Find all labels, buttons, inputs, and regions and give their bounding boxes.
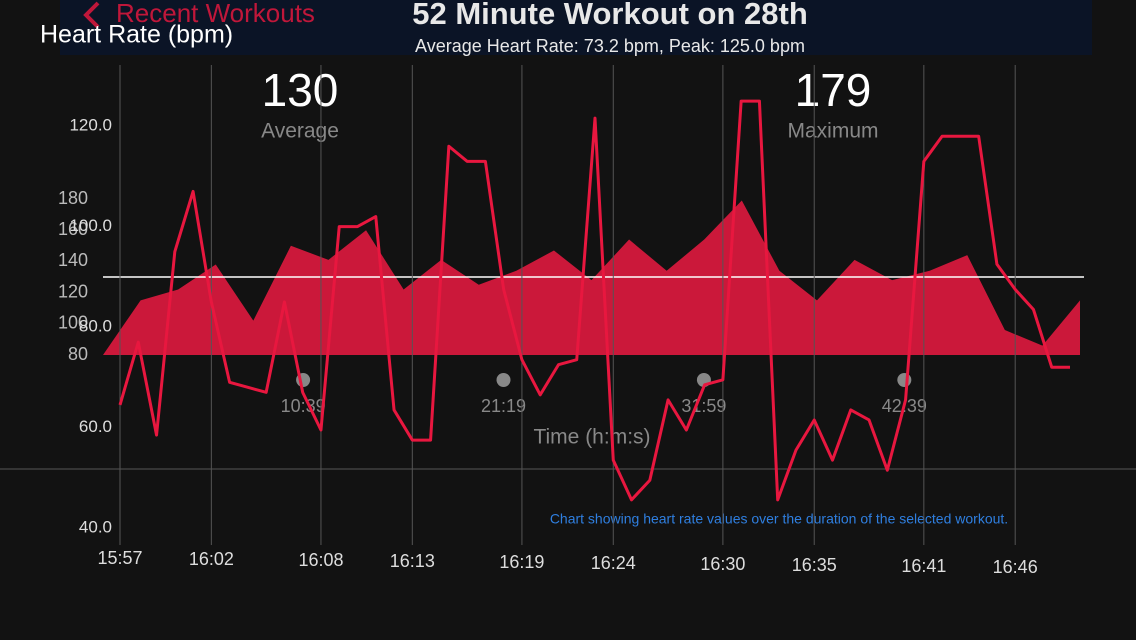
area-y-tick-label: 160: [58, 219, 88, 239]
area-x-tick-label: 31:59: [681, 396, 726, 416]
back-button[interactable]: Recent Workouts: [116, 0, 315, 28]
heart-rate-area: [103, 200, 1080, 355]
x-tick-label: 16:13: [390, 551, 435, 571]
x-tick-label: 16:30: [700, 554, 745, 574]
area-y-tick-label: 140: [58, 250, 88, 270]
area-y-tick-label: 120: [58, 281, 88, 301]
nav-subtitle: Average Heart Rate: 73.2 bpm, Peak: 125.…: [415, 36, 805, 56]
area-y-tick-label: 180: [58, 188, 88, 208]
x-tick-label: 16:08: [298, 550, 343, 570]
x-tick-label: 16:35: [792, 555, 837, 575]
area-x-tick-label: 10:39: [281, 396, 326, 416]
chart-title: Heart Rate (bpm): [40, 21, 233, 49]
stat-value: 179: [795, 64, 872, 116]
x-tick-label: 16:46: [993, 557, 1038, 577]
x-tick-label: 16:24: [591, 553, 636, 573]
chart-description: Chart showing heart rate values over the…: [550, 511, 1008, 527]
stat-value: 130: [262, 64, 339, 116]
y-tick-label: 80.0: [79, 317, 112, 336]
area-x-axis-label: Time (h:m:s): [533, 426, 650, 449]
nav-title: 52 Minute Workout on 28th: [412, 0, 808, 31]
area-x-tick-label: 21:19: [481, 396, 526, 416]
x-tick-label: 16:19: [499, 552, 544, 572]
area-y-tick-label: 80: [68, 344, 88, 364]
heart-rate-line: [118, 99, 1070, 502]
x-tick-label: 16:02: [189, 549, 234, 569]
y-tick-label: 40.0: [79, 517, 112, 536]
stat-label: Average: [261, 120, 339, 143]
back-chevron[interactable]: [83, 1, 100, 29]
x-tick-label: 15:57: [97, 548, 142, 568]
y-tick-label: 120.0: [69, 116, 112, 135]
x-tick-label: 16:41: [901, 556, 946, 576]
area-x-tick-dot: [496, 373, 511, 387]
area-x-tick-dot: [897, 373, 912, 387]
stat-label: Maximum: [787, 120, 878, 143]
y-tick-label: 60.0: [79, 417, 112, 436]
y-tick-label: 100.0: [69, 216, 112, 235]
nav-bar: [60, 0, 1092, 55]
area-y-tick-label: 100: [58, 313, 88, 333]
